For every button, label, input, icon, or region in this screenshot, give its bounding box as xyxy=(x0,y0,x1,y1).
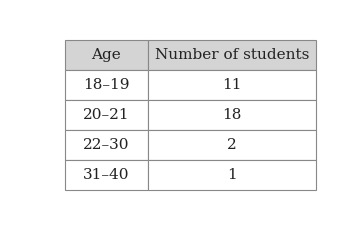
Text: 18: 18 xyxy=(222,108,242,122)
Bar xyxy=(148,100,316,130)
Text: 18–19: 18–19 xyxy=(83,78,130,92)
Text: 20–21: 20–21 xyxy=(83,108,130,122)
Bar xyxy=(64,100,148,130)
Bar xyxy=(148,130,316,160)
Bar xyxy=(64,40,148,70)
Text: 11: 11 xyxy=(222,78,242,92)
Text: Age: Age xyxy=(91,48,121,62)
Text: 1: 1 xyxy=(227,168,237,182)
Text: 2: 2 xyxy=(227,138,237,152)
Bar xyxy=(64,160,148,190)
Bar xyxy=(64,130,148,160)
Text: 22–30: 22–30 xyxy=(83,138,130,152)
Bar xyxy=(64,70,148,100)
Text: Number of students: Number of students xyxy=(155,48,309,62)
Bar xyxy=(148,70,316,100)
Bar xyxy=(148,40,316,70)
Text: 31–40: 31–40 xyxy=(83,168,130,182)
Bar xyxy=(148,160,316,190)
